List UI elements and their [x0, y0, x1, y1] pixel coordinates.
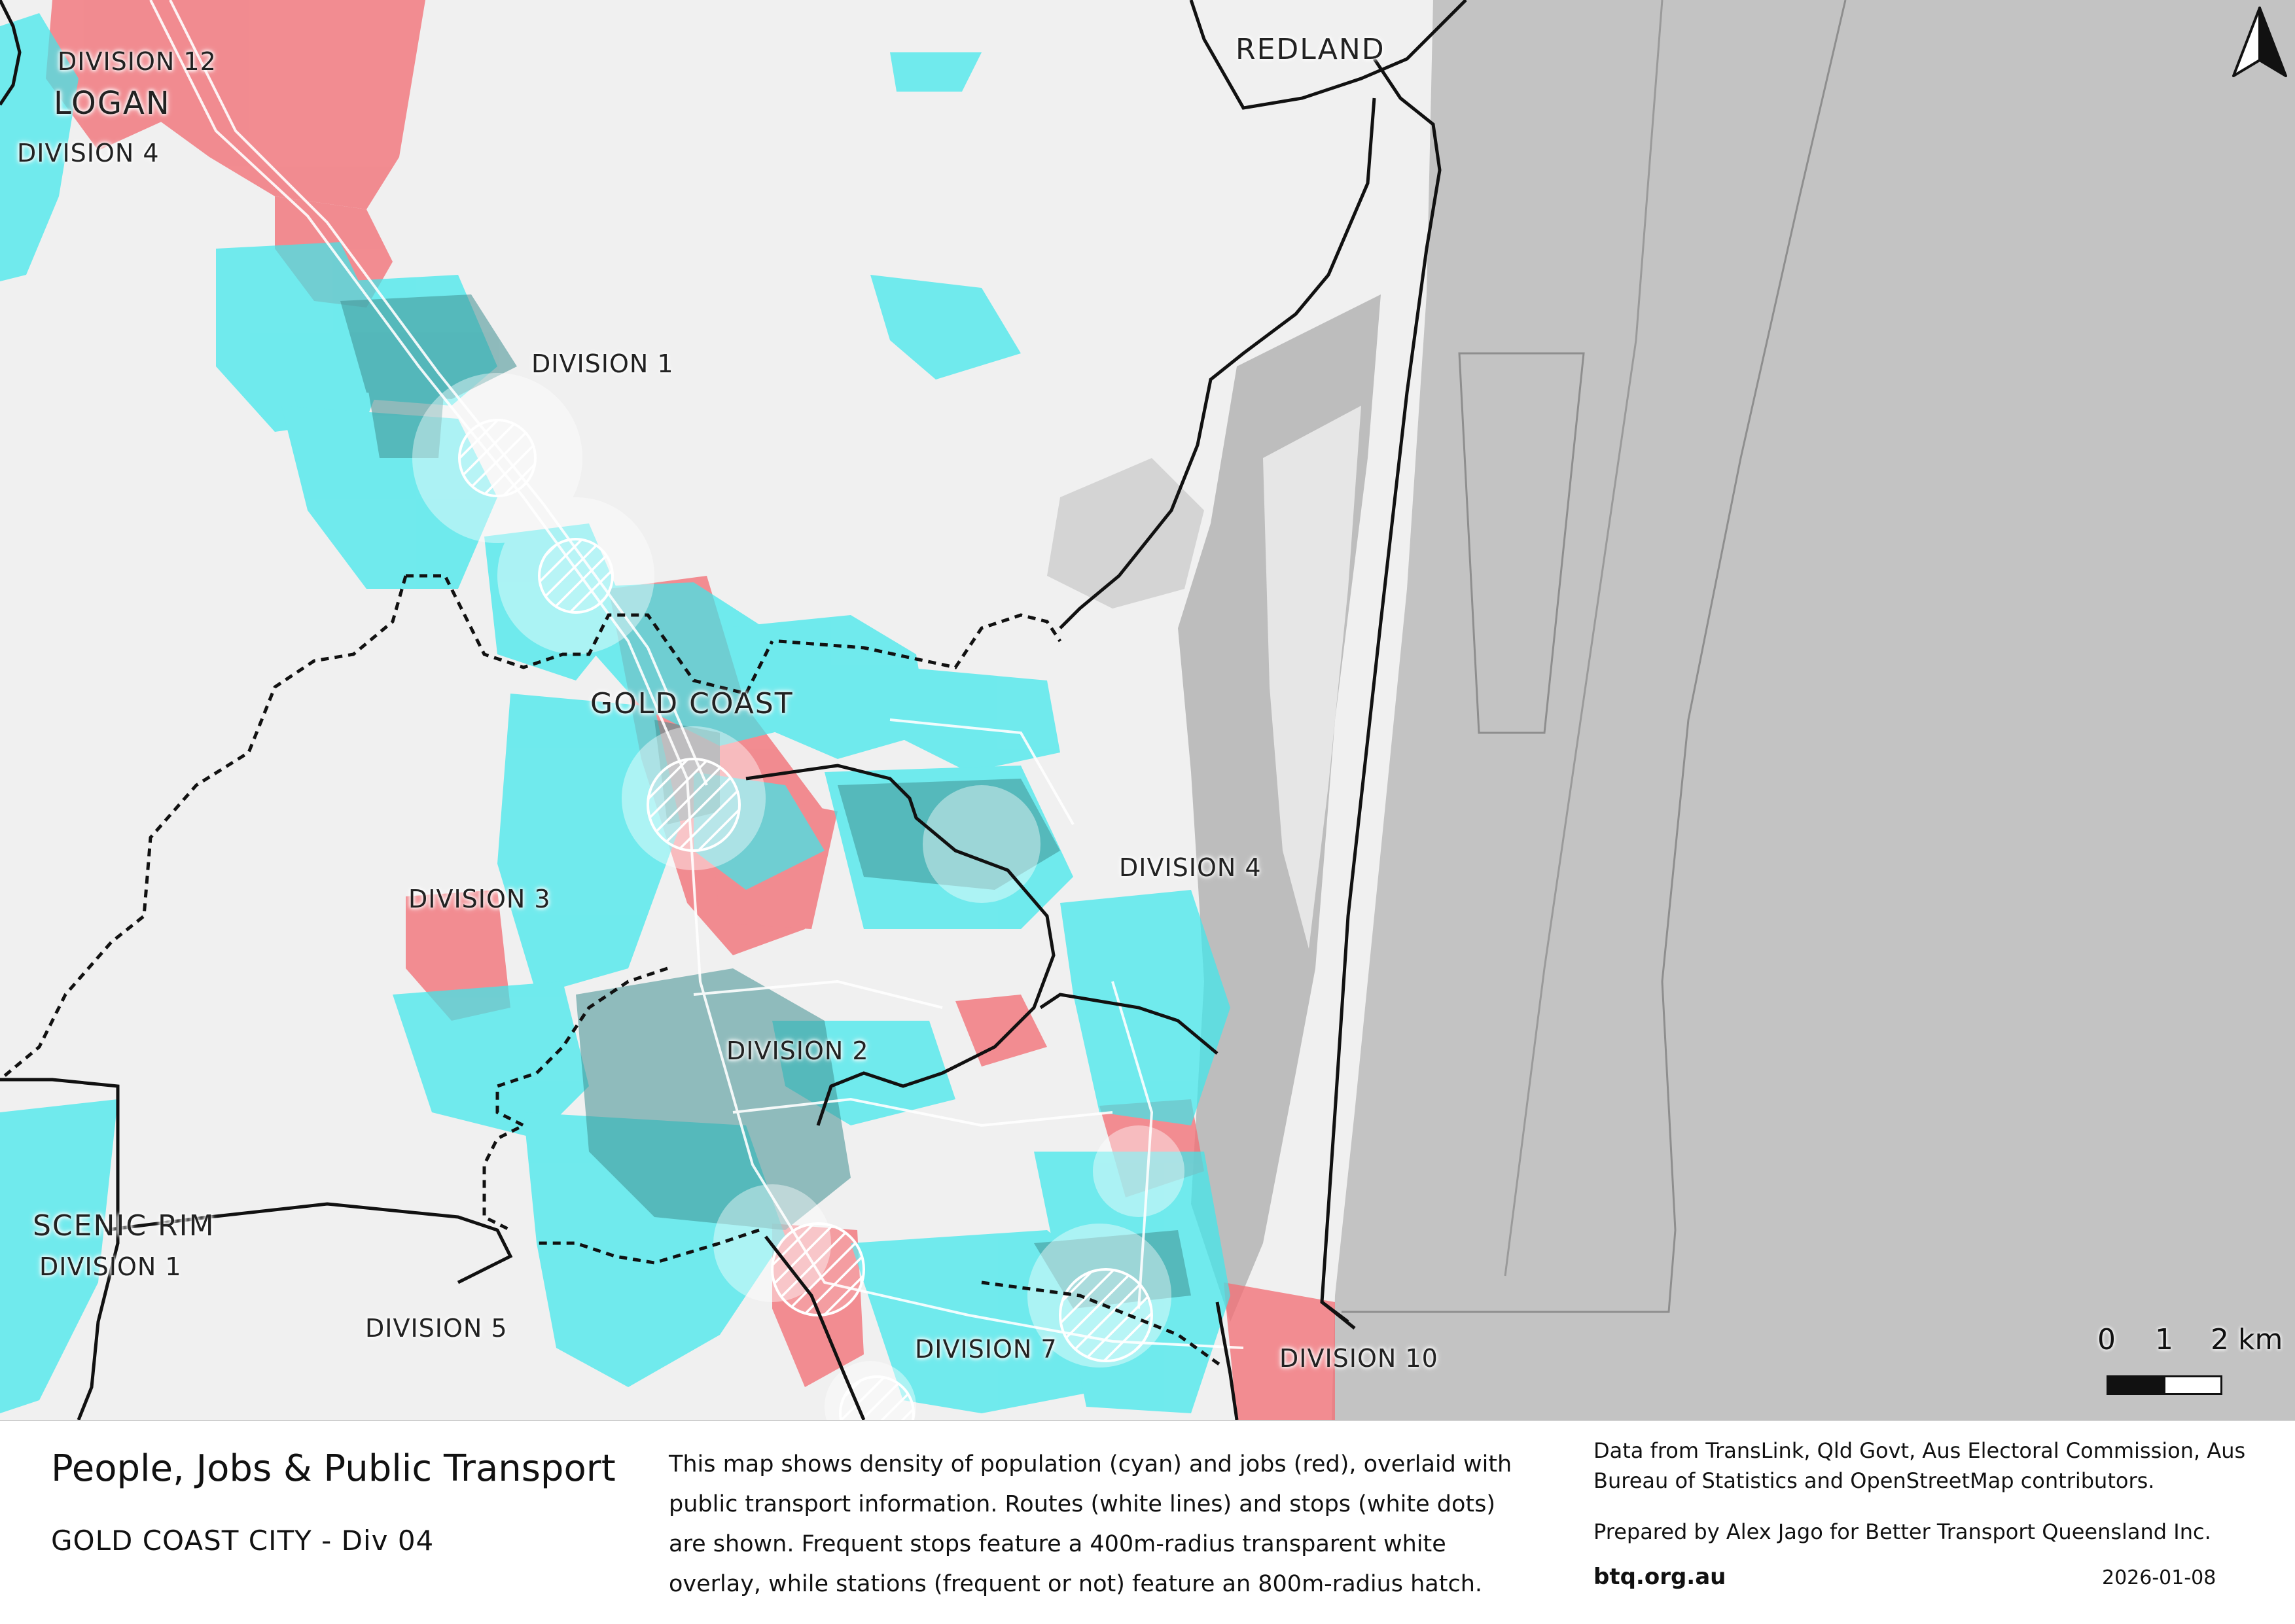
scale-bar-black-segment: [2107, 1375, 2165, 1395]
division-label-gc-2: DIVISION 2: [726, 1036, 869, 1065]
station-hatches: [458, 419, 1153, 1420]
scale-bar: 0 1 2 km: [2091, 1315, 2287, 1407]
marine-park-box: [1458, 352, 1585, 734]
division-label-scenic-rim-1: DIVISION 1: [39, 1252, 182, 1281]
division-label-gc-10: DIVISION 10: [1279, 1344, 1438, 1373]
station-hatch: [647, 758, 741, 852]
map-description: This map shows density of population (cy…: [669, 1451, 1512, 1597]
data-credits: Data from TransLink, Qld Govt, Aus Elect…: [1593, 1438, 2246, 1493]
division-label-gc-1: DIVISION 1: [531, 349, 674, 378]
prepared-by: Prepared by Alex Jago for Better Transpo…: [1593, 1519, 2211, 1544]
ocean-park-boundary: [1504, 0, 1663, 1277]
division-label-gc-3: DIVISION 3: [408, 885, 551, 913]
lga-label-scenic-rim: SCENIC RIM: [33, 1209, 215, 1243]
division-label-logan-4: DIVISION 4: [17, 139, 160, 168]
island-area: [1263, 406, 1361, 949]
division-label-gc-5: DIVISION 5: [365, 1314, 508, 1343]
website-text: btq.org.au: [1593, 1564, 1726, 1590]
lga-label-logan: LOGAN: [54, 85, 171, 122]
division-boundaries: [0, 574, 1225, 1369]
map-date: 2026-01-08: [2102, 1566, 2216, 1589]
scale-tick-2km: 2 km: [2211, 1323, 2283, 1356]
lga-label-gold-coast: GOLD COAST: [590, 687, 794, 720]
lga-label-redland: REDLAND: [1236, 33, 1385, 66]
division-label-gc-4: DIVISION 4: [1119, 853, 1262, 882]
scale-bar-white-segment: [2163, 1375, 2222, 1395]
scale-tick-0: 0: [2097, 1323, 2116, 1356]
map-title: People, Jobs & Public Transport: [51, 1447, 616, 1490]
map-subtitle: GOLD COAST CITY - Div 04: [51, 1525, 435, 1557]
map-canvas: [0, 0, 2295, 1420]
north-arrow-icon: [2232, 7, 2287, 77]
transit-routes: [149, 0, 1244, 1349]
ocean-park-line: [1342, 0, 1847, 1313]
division-label-gc-7: DIVISION 7: [915, 1335, 1058, 1364]
lga-boundaries: [0, 0, 1467, 1420]
station-hatch: [1059, 1268, 1153, 1362]
legend-panel: People, Jobs & Public Transport GOLD COA…: [0, 1420, 2295, 1624]
ocean-area: [1332, 0, 2295, 1420]
estuary-area: [1047, 458, 1204, 609]
scale-tick-1: 1: [2155, 1323, 2173, 1356]
division-label-logan-12: DIVISION 12: [58, 47, 217, 76]
